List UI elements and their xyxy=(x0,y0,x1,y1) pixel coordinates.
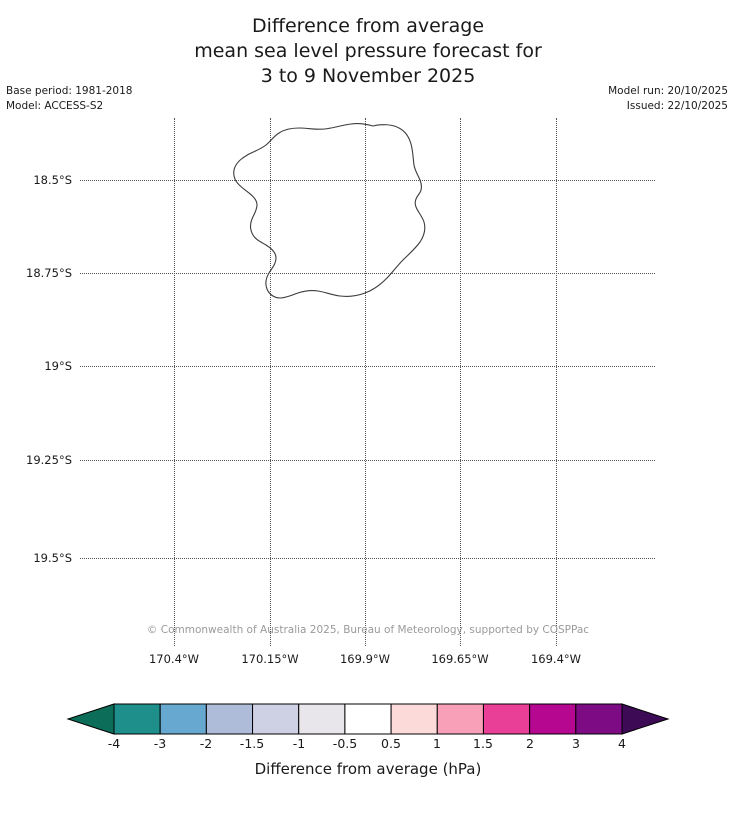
gridline-latitude xyxy=(80,366,655,367)
colorbar-cell xyxy=(529,703,577,735)
colorbar-axis-label: Difference from average (hPa) xyxy=(254,760,482,778)
colorbar-cell xyxy=(482,703,531,735)
ytick-label: 19.25°S xyxy=(26,453,72,467)
colorbar-tick: -1 xyxy=(292,736,306,751)
base-period-text: Base period: 1981-2018 xyxy=(6,85,133,97)
attribution-text: © Commonwealth of Australia 2025, Bureau… xyxy=(146,624,590,636)
colorbar-cell xyxy=(252,703,300,735)
colorbar-tick: -2 xyxy=(199,736,213,751)
gridline-longitude xyxy=(270,118,271,646)
gridline-latitude xyxy=(80,180,655,181)
colorbar-over-arrow xyxy=(621,703,670,735)
colorbar-cell xyxy=(205,703,254,735)
gridline-longitude xyxy=(174,118,175,646)
gridline-longitude xyxy=(365,118,366,646)
colorbar-tick: -4 xyxy=(107,736,121,751)
gridline-latitude xyxy=(80,460,655,461)
issued-text: Issued: 22/10/2025 xyxy=(626,100,728,112)
colorbar-tick: -1.5 xyxy=(239,736,265,751)
colorbar-tick: 0.5 xyxy=(381,736,401,751)
xtick-label: 169.4°W xyxy=(530,652,582,666)
model-run-text: Model run: 20/10/2025 xyxy=(608,85,728,97)
xtick-label: 170.4°W xyxy=(148,652,200,666)
colorbar-tick: 1 xyxy=(433,736,441,751)
title-line-3: 3 to 9 November 2025 xyxy=(260,65,476,87)
ytick-label: 19.5°S xyxy=(33,551,72,565)
ytick-label: 19°S xyxy=(44,359,72,373)
ytick-label: 18.5°S xyxy=(33,173,72,187)
colorbar-tick: 4 xyxy=(618,736,626,751)
colorbar-tick: 2 xyxy=(526,736,534,751)
xtick-label: 169.65°W xyxy=(431,652,489,666)
colorbar-under-arrow xyxy=(66,703,115,735)
metadata-right: Model run: 20/10/2025 Issued: 22/10/2025 xyxy=(608,84,728,114)
colorbar-cell xyxy=(575,703,623,735)
colorbar-cell xyxy=(159,703,207,735)
gridline-longitude xyxy=(460,118,461,646)
colorbar xyxy=(0,700,736,816)
colorbar-cell xyxy=(298,703,346,735)
xtick-label: 169.9°W xyxy=(339,652,391,666)
title-line-2: mean sea level pressure forecast for xyxy=(194,40,542,62)
colorbar-swatches xyxy=(66,703,670,735)
gridline-latitude xyxy=(80,558,655,559)
title-line-1: Difference from average xyxy=(251,15,485,37)
colorbar-cell xyxy=(113,703,161,735)
gridline-latitude xyxy=(80,273,655,274)
ytick-label: 18.75°S xyxy=(26,266,72,280)
xtick-label: 170.15°W xyxy=(241,652,299,666)
island-coastline xyxy=(233,123,426,299)
colorbar-cell xyxy=(436,703,484,735)
gridline-longitude xyxy=(556,118,557,646)
colorbar-cell xyxy=(390,703,438,735)
metadata-left: Base period: 1981-2018 Model: ACCESS-S2 xyxy=(6,84,132,114)
colorbar-cell xyxy=(344,703,392,735)
model-text: Model: ACCESS-S2 xyxy=(6,100,104,112)
colorbar-tick: 1.5 xyxy=(473,736,493,751)
colorbar-tick: 3 xyxy=(572,736,580,751)
colorbar-tick: -3 xyxy=(153,736,167,751)
colorbar-tick: -0.5 xyxy=(332,736,358,751)
page-title: Difference from average mean sea level p… xyxy=(0,14,736,89)
map-plot-area xyxy=(80,118,655,646)
